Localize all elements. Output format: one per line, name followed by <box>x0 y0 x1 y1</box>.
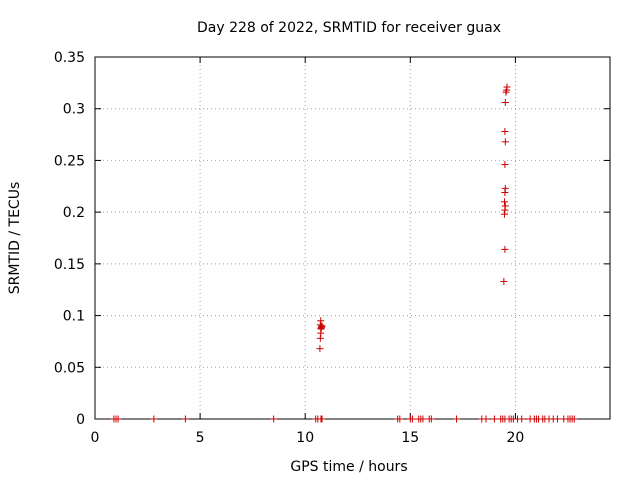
y-tick-label: 0.35 <box>54 50 85 66</box>
y-tick-label: 0.25 <box>54 153 85 169</box>
data-point <box>408 415 416 423</box>
x-axis-title: GPS time / hours <box>290 459 407 475</box>
y-tick-label: 0.15 <box>54 257 85 273</box>
data-point <box>490 415 498 423</box>
x-tick-label: 0 <box>91 430 100 446</box>
data-point <box>500 277 508 285</box>
data-point <box>501 245 509 253</box>
data-point <box>501 99 509 107</box>
plot-frame <box>94 56 611 420</box>
y-tick-label: 0.1 <box>63 309 85 325</box>
y-axis-title: SRMTID / TECUs <box>7 182 23 295</box>
data-point <box>396 415 404 423</box>
data-point <box>503 83 511 91</box>
y-tick-label: 0.2 <box>63 205 85 221</box>
data-point <box>553 415 561 423</box>
data-point <box>316 345 324 353</box>
data-point <box>181 415 189 423</box>
y-tick-labels: 0 0.05 0.1 0.15 0.2 0.25 0.3 0.35 <box>54 50 85 428</box>
axis-ticks <box>94 56 610 420</box>
data-point <box>114 415 122 423</box>
data-point <box>318 415 326 423</box>
data-point <box>427 415 435 423</box>
data-point <box>570 415 578 423</box>
chart-title: Day 228 of 2022, SRMTID for receiver gua… <box>197 20 501 36</box>
data-point <box>518 415 526 423</box>
data-point <box>501 161 509 169</box>
data-point <box>501 184 509 192</box>
data-point <box>482 415 490 423</box>
data-point <box>500 198 508 206</box>
x-tick-label: 20 <box>506 430 524 446</box>
data-point <box>317 317 325 325</box>
data-point <box>501 138 509 146</box>
y-tick-label: 0.3 <box>63 102 85 118</box>
x-tick-labels: 0 5 10 15 20 <box>91 430 525 446</box>
x-tick-label: 15 <box>401 430 419 446</box>
data-point <box>419 415 427 423</box>
y-tick-label: 0 <box>76 412 85 428</box>
data-point <box>150 415 158 423</box>
y-tick-label: 0.05 <box>54 360 85 376</box>
data-point <box>501 202 509 210</box>
data-point <box>453 415 461 423</box>
grid <box>95 57 610 419</box>
data-point <box>270 415 278 423</box>
data-points <box>110 83 578 423</box>
x-tick-label: 5 <box>196 430 205 446</box>
data-point <box>501 127 509 135</box>
x-tick-label: 10 <box>296 430 314 446</box>
data-point <box>318 322 326 330</box>
